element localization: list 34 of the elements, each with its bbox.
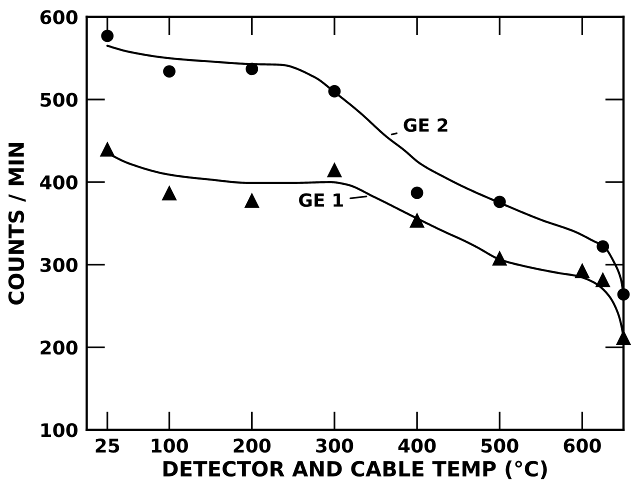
point bbox=[162, 185, 177, 200]
point bbox=[410, 186, 424, 200]
point bbox=[596, 240, 610, 253]
point bbox=[163, 65, 176, 78]
point bbox=[101, 30, 114, 42]
point bbox=[493, 196, 506, 208]
point bbox=[100, 141, 115, 157]
point bbox=[246, 62, 258, 76]
x-tick-label: 25 bbox=[96, 438, 120, 453]
point bbox=[244, 192, 260, 208]
y-tick-label: 600 bbox=[40, 10, 78, 24]
annotation: GE 1 bbox=[299, 193, 343, 207]
x-tick-label: 300 bbox=[316, 438, 354, 453]
point bbox=[574, 262, 590, 278]
point bbox=[595, 272, 610, 288]
y-tick-label: 400 bbox=[40, 175, 78, 190]
point bbox=[328, 85, 341, 98]
y-tick-label: 300 bbox=[40, 258, 78, 272]
x-tick-label: 600 bbox=[564, 438, 601, 453]
x-tick-label: 400 bbox=[398, 438, 436, 453]
point bbox=[326, 162, 342, 178]
point bbox=[616, 330, 632, 345]
x-tick-label: 500 bbox=[482, 438, 518, 453]
y-tick-label: 100 bbox=[41, 423, 78, 438]
x-axis-title: DETECTOR AND CABLE TEMP (°C) bbox=[163, 460, 547, 480]
point bbox=[617, 288, 630, 301]
y-axis-title: COUNTS / MIN bbox=[8, 143, 26, 305]
point bbox=[409, 212, 425, 228]
point bbox=[492, 250, 508, 266]
x-tick-label: 100 bbox=[152, 438, 188, 453]
annotation: GE 2 bbox=[404, 118, 448, 132]
y-tick-label: 500 bbox=[40, 92, 78, 107]
x-tick-label: 200 bbox=[234, 438, 271, 453]
y-tick-label: 200 bbox=[40, 340, 78, 355]
